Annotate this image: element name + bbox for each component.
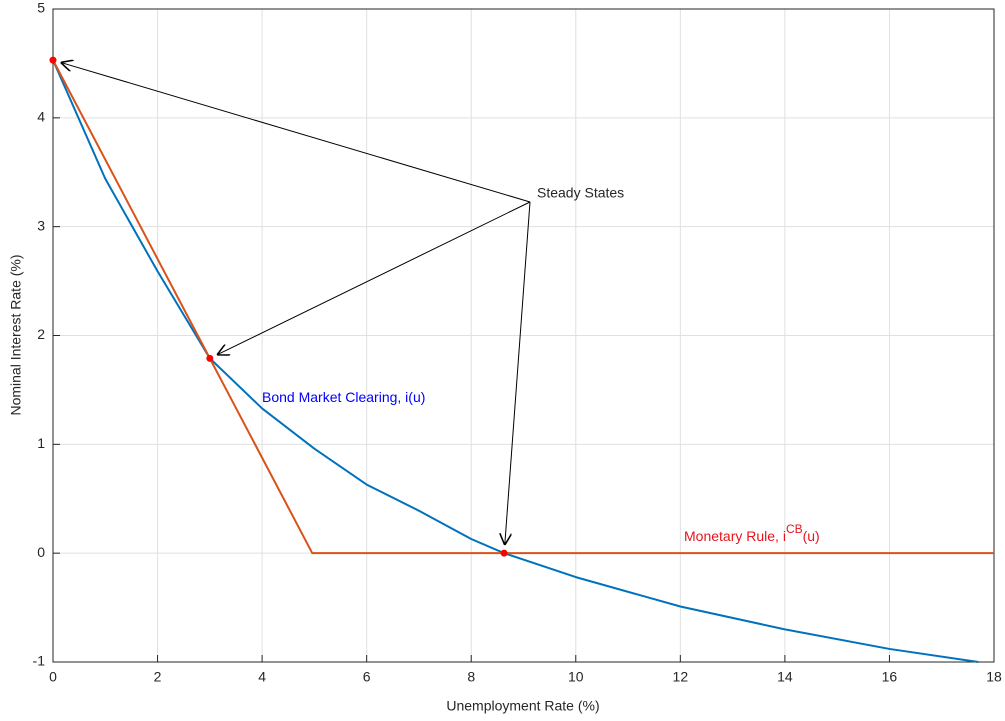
curve-label: Monetary Rule, iCB(u): [684, 522, 820, 544]
y-tick-label: 4: [37, 109, 45, 125]
x-tick-label: 8: [467, 669, 475, 685]
x-tick-label: 14: [777, 669, 793, 685]
x-tick-label: 16: [882, 669, 898, 685]
y-tick-label: 0: [37, 544, 45, 560]
y-tick-label: 2: [37, 326, 45, 342]
annotation-arrow: [61, 62, 531, 203]
plot-frame: [52, 8, 995, 663]
label-part: Bond Market Clearing, i(u): [262, 389, 425, 405]
annotation-arrow: [505, 201, 531, 545]
y-axis-label: Nominal Interest Rate (%): [8, 254, 24, 415]
y-tick-label: -1: [33, 653, 46, 669]
x-tick-label: 2: [154, 669, 162, 685]
annotation-arrow: [217, 201, 531, 355]
y-tick-label: 3: [37, 217, 45, 233]
x-tick-label: 10: [568, 669, 584, 685]
x-tick-label: 6: [363, 669, 371, 685]
x-tick-label: 0: [49, 669, 57, 685]
y-tick-label: 5: [37, 0, 45, 16]
steady-state-point: [500, 549, 508, 557]
curve-label: Bond Market Clearing, i(u): [262, 389, 425, 405]
x-tick-label: 4: [258, 669, 266, 685]
series-line: [52, 59, 979, 663]
x-tick-label: 18: [986, 669, 1002, 685]
steady-state-point: [49, 56, 57, 64]
x-tick-label: 12: [673, 669, 689, 685]
label-part: Monetary Rule, i: [684, 528, 786, 544]
y-tick-label: 1: [37, 435, 45, 451]
superscript: CB: [786, 522, 803, 536]
annotation-label: Steady States: [537, 185, 624, 201]
steady-state-point: [206, 354, 214, 362]
series-line: [52, 59, 994, 555]
x-axis-label: Unemployment Rate (%): [446, 698, 599, 714]
label-part: (u): [803, 528, 820, 544]
